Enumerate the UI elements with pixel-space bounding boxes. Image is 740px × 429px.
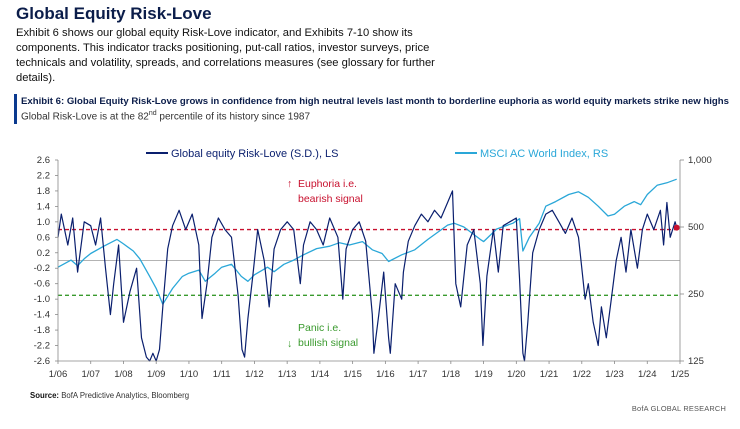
x-tick-label: 1/06 bbox=[49, 369, 68, 380]
legend-risk-love-label: Global equity Risk-Love (S.D.), LS bbox=[171, 148, 339, 160]
x-tick-label: 1/21 bbox=[540, 369, 559, 380]
intro-paragraph: Exhibit 6 shows our global equity Risk-L… bbox=[16, 27, 435, 84]
source-text: BofA Predictive Analytics, Bloomberg bbox=[61, 391, 190, 400]
x-tick-label: 1/15 bbox=[343, 369, 362, 380]
latest-risk-love-point bbox=[673, 224, 680, 231]
x-tick-label: 1/10 bbox=[180, 369, 199, 380]
euphoria-label: Euphoria i.e. bbox=[298, 178, 357, 190]
left-tick-label: 1.0 bbox=[37, 217, 50, 228]
left-tick-label: 0.2 bbox=[37, 248, 50, 259]
exhibit-subtitle-sup: nd bbox=[148, 110, 157, 117]
x-tick-label: 1/13 bbox=[278, 369, 297, 380]
risk-love-chart: 2.6 2.2 1.8 1.4 1.0 0.6 0.2 -0.2 -0.6 -1.0 -1.4 -1.… bbox=[34, 148, 712, 380]
x-tick-label: 1/14 bbox=[311, 369, 330, 380]
panic-label: Panic i.e. bbox=[298, 322, 341, 334]
euphoria-arrow: ↑ bbox=[287, 178, 292, 190]
exhibit-accent-bar bbox=[14, 94, 17, 124]
right-tick-label: 250 bbox=[688, 289, 704, 300]
risk-love-line bbox=[57, 190, 678, 362]
x-tick-label: 1/24 bbox=[638, 369, 657, 380]
x-tick-label: 1/20 bbox=[507, 369, 526, 380]
left-tick-label: 2.6 bbox=[37, 155, 50, 166]
left-tick-label: 1.4 bbox=[37, 201, 50, 212]
panic-arrow: ↓ bbox=[287, 338, 292, 350]
left-tick-label: -1.0 bbox=[34, 294, 50, 305]
left-tick-label: -1.8 bbox=[34, 325, 50, 336]
exhibit-subtitle-prefix: Global Risk-Love is at the 82 bbox=[21, 111, 149, 123]
x-tick-label: 1/08 bbox=[114, 369, 133, 380]
exhibit-subtitle-suffix: percentile of its history since 1987 bbox=[156, 111, 311, 123]
x-tick-label: 1/11 bbox=[213, 369, 231, 380]
exhibit-heading: Exhibit 6: Global Equity Risk-Love grows… bbox=[21, 96, 729, 107]
left-tick-label: -2.6 bbox=[34, 356, 50, 367]
right-tick-label: 500 bbox=[688, 222, 704, 233]
left-tick-label: -0.2 bbox=[34, 263, 50, 274]
source-note: Source: BofA Predictive Analytics, Bloom… bbox=[30, 391, 189, 400]
euphoria-subtitle: bearish signal bbox=[298, 193, 363, 205]
x-tick-label: 1/07 bbox=[81, 369, 100, 380]
x-tick-label: 1/09 bbox=[147, 369, 166, 380]
x-tick-label: 1/16 bbox=[376, 369, 395, 380]
x-tick-label: 1/19 bbox=[474, 369, 493, 380]
right-tick-label: 125 bbox=[688, 356, 704, 367]
x-tick-label: 1/23 bbox=[605, 369, 624, 380]
x-tick-label: 1/25 bbox=[671, 369, 690, 380]
legend-msci-label: MSCI AC World Index, RS bbox=[480, 148, 608, 160]
panic-subtitle: bullish signal bbox=[298, 337, 358, 349]
left-tick-label: -2.2 bbox=[34, 341, 50, 352]
left-tick-label: 2.2 bbox=[37, 170, 50, 181]
exhibit-subtitle: Global Risk-Love is at the 82nd percenti… bbox=[21, 110, 310, 122]
msci-world-line bbox=[57, 178, 677, 305]
x-tick-label: 1/22 bbox=[573, 369, 592, 380]
left-tick-label: -1.4 bbox=[34, 310, 50, 321]
left-tick-label: 0.6 bbox=[37, 232, 50, 243]
x-tick-label: 1/17 bbox=[409, 369, 428, 380]
left-tick-label: -0.6 bbox=[34, 279, 50, 290]
page-title: Global Equity Risk-Love bbox=[16, 4, 212, 23]
right-tick-label: 1,000 bbox=[688, 155, 712, 166]
left-tick-label: 1.8 bbox=[37, 186, 50, 197]
brand-footer: BofA GLOBAL RESEARCH bbox=[631, 404, 726, 413]
source-label: Source: bbox=[30, 391, 60, 400]
x-tick-label: 1/12 bbox=[245, 369, 264, 380]
x-tick-label: 1/18 bbox=[442, 369, 461, 380]
